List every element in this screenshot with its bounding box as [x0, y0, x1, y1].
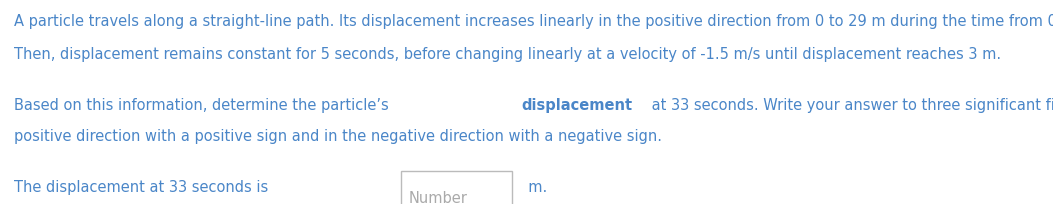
Text: m.: m. [519, 180, 548, 194]
Text: Then, displacement remains constant for 5 seconds, before changing linearly at a: Then, displacement remains constant for … [14, 47, 1000, 62]
Text: positive direction with a positive sign and in the negative direction with a neg: positive direction with a positive sign … [14, 129, 661, 143]
Text: Number: Number [409, 190, 468, 204]
FancyBboxPatch shape [401, 171, 512, 204]
Text: at 33 seconds. Write your answer to three significant figures. Show a displaceme: at 33 seconds. Write your answer to thre… [647, 98, 1053, 113]
Text: A particle travels along a straight-line path. Its displacement increases linear: A particle travels along a straight-line… [14, 14, 1053, 29]
Text: displacement: displacement [521, 98, 633, 113]
Text: The displacement at 33 seconds is: The displacement at 33 seconds is [14, 180, 273, 194]
Text: Based on this information, determine the particle’s: Based on this information, determine the… [14, 98, 393, 113]
